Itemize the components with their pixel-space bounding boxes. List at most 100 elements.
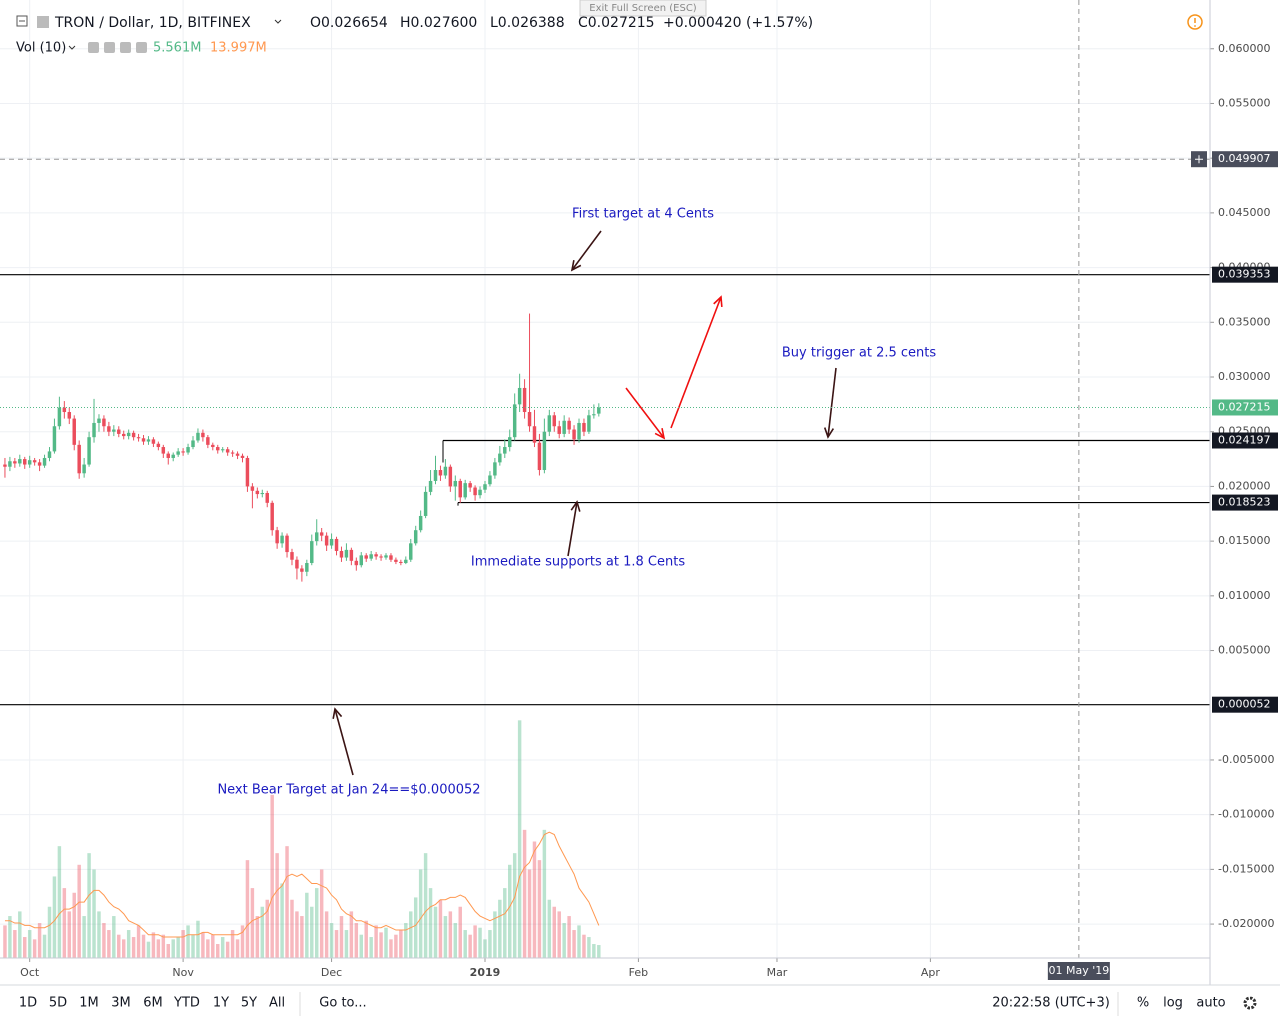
candle-body	[270, 502, 274, 531]
candle-body	[8, 461, 12, 467]
annotation-arrowhead	[570, 500, 581, 512]
y-tick-label: -0.020000	[1218, 917, 1274, 930]
candle-body	[508, 437, 512, 448]
volume-bar	[394, 934, 398, 958]
candle-body	[82, 464, 86, 474]
volume-bar	[206, 939, 210, 958]
candle-body	[211, 444, 215, 448]
volume-value: 5.561M	[153, 41, 201, 56]
volume-bar	[265, 899, 269, 958]
range-button[interactable]: 1M	[79, 996, 99, 1011]
annotation-arrow	[670, 296, 722, 429]
candle-body	[18, 459, 22, 464]
volume-bar	[97, 911, 101, 958]
candle-body	[354, 560, 359, 566]
candle-body	[522, 387, 527, 413]
volume-bar	[196, 920, 200, 958]
ohlc-low: L0.026388	[490, 15, 565, 31]
volume-bar	[310, 906, 314, 958]
range-button[interactable]: 1Y	[213, 996, 229, 1011]
dropdown-icon[interactable]	[274, 19, 282, 24]
volume-bar	[151, 932, 156, 958]
scale-option[interactable]: %	[1137, 996, 1149, 1011]
candle-body	[77, 444, 81, 474]
candle-body	[443, 466, 448, 476]
candle-body	[413, 530, 418, 544]
y-tick-label: 0.055000	[1218, 96, 1271, 109]
y-tick-label: -0.010000	[1218, 808, 1274, 821]
candle-body	[47, 451, 52, 458]
warning-icon[interactable]	[1187, 14, 1203, 30]
y-tick-label: -0.015000	[1218, 862, 1274, 875]
volume-bar	[280, 883, 284, 958]
settings-gear[interactable]	[1243, 996, 1257, 1010]
candle-body	[265, 492, 269, 503]
exit-fullscreen[interactable]	[579, 0, 707, 17]
volume-bar	[300, 916, 304, 958]
candle-body	[131, 432, 136, 438]
volume-bar	[512, 853, 517, 958]
settings-icon[interactable]	[104, 42, 115, 53]
clock: 20:22:58 (UTC+3)	[992, 996, 1110, 1011]
add-icon[interactable]	[120, 42, 131, 53]
volume-bar	[384, 927, 388, 958]
remove-icon[interactable]	[136, 42, 147, 53]
x-tick-label: Feb	[629, 966, 648, 979]
scale-option[interactable]: auto	[1196, 996, 1225, 1011]
volume-bar	[181, 930, 185, 958]
candle-body	[166, 453, 170, 458]
volume-title[interactable]: Vol (10)	[16, 41, 66, 56]
range-button[interactable]: YTD	[173, 996, 200, 1011]
range-button[interactable]: 6M	[143, 996, 163, 1011]
candle-body	[344, 549, 349, 558]
volume-bar	[37, 923, 42, 958]
volume-bar	[527, 869, 532, 958]
candle-body	[339, 550, 344, 558]
collapse-icon[interactable]	[16, 15, 28, 27]
volume-bar	[191, 934, 195, 958]
candle-body	[67, 412, 72, 419]
candle-body	[240, 455, 245, 458]
volume-bar	[592, 944, 596, 958]
range-button[interactable]: All	[269, 996, 285, 1011]
volume-ma-line	[4, 831, 600, 938]
candle-body	[478, 489, 482, 496]
volume-bar	[305, 892, 309, 958]
volume-bar	[522, 829, 527, 958]
volume-bar	[572, 930, 576, 958]
volume-bar	[77, 864, 81, 958]
candle-body	[250, 486, 255, 491]
scale-option[interactable]: log	[1163, 996, 1183, 1011]
candle-body	[423, 491, 428, 516]
volume-bar	[463, 930, 467, 958]
volume-bar	[260, 906, 265, 958]
eye-icon[interactable]	[88, 42, 99, 53]
candle-body	[567, 420, 571, 430]
exit-fullscreen-label[interactable]: Exit Full Screen (ESC)	[589, 3, 697, 14]
volume-bar	[92, 869, 96, 958]
candle-body	[473, 487, 477, 496]
candle-body	[126, 432, 131, 437]
goto-button[interactable]: Go to...	[319, 996, 366, 1011]
volume-bar	[146, 941, 151, 958]
volume-bar	[532, 841, 537, 958]
candle-body	[161, 447, 166, 454]
candle-body	[280, 535, 284, 544]
range-button[interactable]: 1D	[19, 996, 37, 1011]
candle-body	[532, 426, 537, 443]
volume-bar	[290, 899, 294, 958]
candle-body	[23, 459, 27, 465]
candle-body	[87, 437, 91, 465]
volume-bar	[201, 932, 205, 958]
volume-bar	[443, 916, 448, 958]
range-button[interactable]: 5Y	[241, 996, 257, 1011]
range-button[interactable]: 3M	[111, 996, 131, 1011]
candle-body	[295, 559, 299, 569]
volume-bar	[498, 899, 502, 958]
crosshair-time: 01 May '19	[1048, 964, 1109, 977]
chart-title[interactable]: TRON / Dollar, 1D, BITFINEX	[54, 15, 251, 31]
volume-bar	[211, 934, 215, 958]
candle-body	[582, 422, 586, 432]
range-button[interactable]: 5D	[49, 996, 67, 1011]
dropdown-icon[interactable]	[68, 45, 76, 50]
